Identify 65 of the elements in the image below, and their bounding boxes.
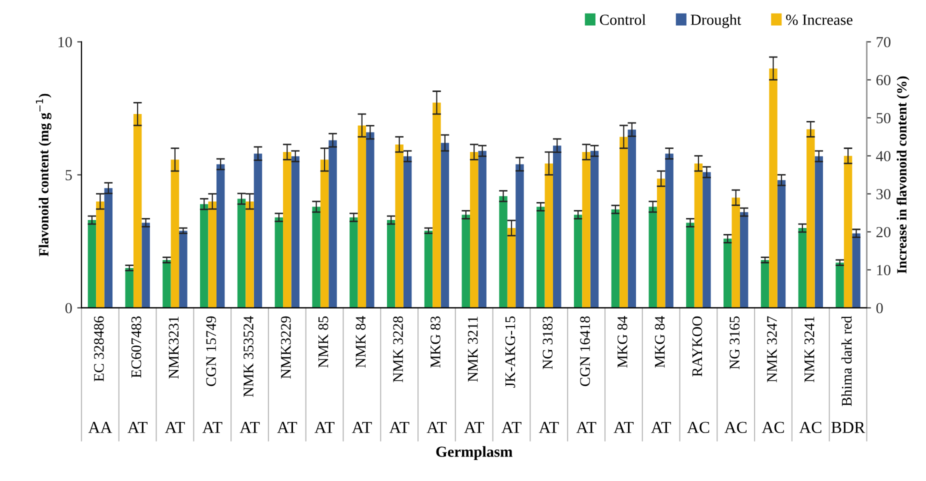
- y2-tick-label: 10: [877, 264, 890, 276]
- y-tick-label: 10: [58, 36, 72, 48]
- bar: [844, 156, 852, 308]
- text: AT: [314, 422, 334, 433]
- x-tick-label: NMK 85: [318, 316, 328, 368]
- text: AT: [501, 422, 522, 433]
- text: AT: [240, 422, 260, 433]
- text: AC: [724, 422, 747, 434]
- x-tick-label: CGN 16418: [580, 316, 590, 386]
- x-tick-label: NG 3183: [542, 316, 553, 370]
- x-tick-label: MKG 84: [617, 316, 628, 368]
- y-tick-label: 0: [65, 302, 72, 314]
- text: AA: [88, 422, 112, 433]
- x-tick-label: EC 328486: [94, 316, 104, 382]
- bar: [162, 260, 171, 308]
- x-tick-label: NG 3165: [730, 316, 740, 370]
- y2-axis-title: Increase in flavonoid content (%): [896, 76, 910, 274]
- y-axis-title: Flavonoid content (mg g$^{−1}$): [36, 94, 52, 256]
- x-tick-label: MKG 83: [430, 316, 440, 368]
- text: AT: [389, 422, 410, 433]
- x-tick-label: NMK 3241: [804, 316, 814, 382]
- y2-tick-label: 0: [876, 302, 883, 314]
- y-tick-label: 5: [66, 170, 72, 180]
- y2-tick-label: 40: [876, 150, 890, 162]
- bar: [760, 260, 770, 308]
- x-tick-label: JK-AKG-15: [505, 316, 516, 388]
- y2-tick-label: 70: [876, 36, 890, 48]
- legend-label: Drought: [690, 14, 742, 28]
- text: AT: [202, 422, 222, 433]
- x-tick-label: RAYKOO: [692, 316, 702, 376]
- legend-label: Control: [600, 14, 646, 25]
- y2-tick-label: 50: [876, 112, 890, 124]
- text: AT: [128, 422, 148, 433]
- text: AC: [762, 422, 784, 434]
- x-tick-label: Bhima dark red: [841, 316, 852, 406]
- x-tick-label: NMK 84: [356, 316, 366, 368]
- text: AT: [651, 422, 671, 433]
- text: AT: [576, 422, 596, 433]
- legend-label: % Increase: [786, 14, 852, 25]
- x-tick-label: NMK3229: [281, 316, 291, 379]
- text: AC: [687, 422, 710, 434]
- text: AT: [464, 422, 484, 433]
- bar: [125, 268, 134, 308]
- y2-tick-label: 20: [876, 226, 890, 238]
- bar: [133, 114, 142, 308]
- x-tick-label: NMK 3211: [468, 316, 478, 382]
- bar: [836, 262, 844, 308]
- x-tick-label: CGN 15749: [206, 316, 216, 386]
- text: AT: [352, 422, 372, 433]
- text: BDR: [831, 422, 866, 433]
- x-tick-label: MKG 84: [654, 316, 665, 368]
- y2-tick-label: 30: [876, 188, 890, 200]
- text: AT: [426, 422, 447, 433]
- y2-tick-label: 60: [876, 74, 890, 86]
- text: AT: [614, 422, 634, 433]
- x-tick-label: NMK 3247: [767, 316, 777, 382]
- text: AT: [164, 422, 185, 433]
- x-tick-label: NMK3231: [168, 316, 179, 379]
- x-tick-label: NMK 3228: [393, 316, 403, 382]
- text: AT: [277, 422, 298, 433]
- x-axis-title: Germplasm: [436, 446, 512, 460]
- text: AC: [799, 422, 822, 434]
- x-tick-label: NMK 353524: [244, 316, 254, 397]
- x-tick-label: EC607483: [131, 316, 142, 378]
- text: AT: [538, 422, 559, 433]
